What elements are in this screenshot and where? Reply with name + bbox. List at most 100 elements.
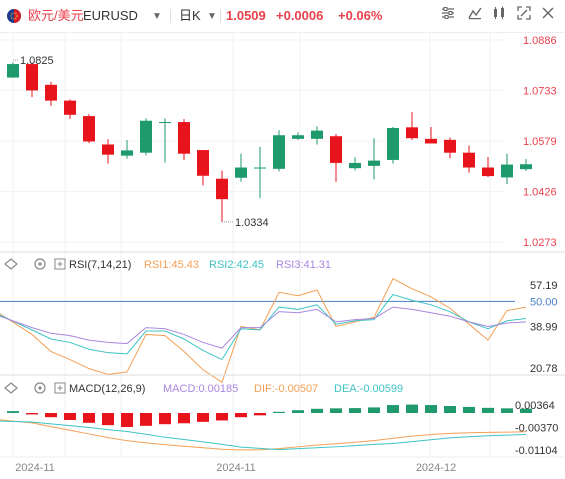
toolbar-divider [220,9,221,23]
rsi-tick-label: 20.78 [530,363,558,375]
symbol-code[interactable]: EURUSD [83,8,138,23]
low-price-label: 1.0334 [235,217,269,229]
chevron-down-icon[interactable]: ▼ [207,11,217,22]
expand-icon[interactable] [54,382,66,394]
candle-body [520,164,532,170]
dif-legend: DIF:-0.00507 [254,383,318,395]
gear-icon-center [38,262,42,266]
price-y-axis: 1.0886 1.0733 1.0579 1.0426 1.0273 [523,35,557,249]
candle-body [425,138,437,144]
candle-body [387,127,399,160]
candle-body [178,122,190,154]
candle-body [368,160,380,166]
eye-icon[interactable] [4,258,18,270]
macd-histogram-bar [102,413,114,426]
close-icon[interactable] [538,6,558,26]
rsi-y-axis: 57.19 50.00 38.99 20.78 [530,280,558,375]
price-tick-label: 1.0426 [523,187,557,199]
candle-body [216,178,228,200]
settings-sliders-icon[interactable] [438,6,458,26]
macd-histogram-bar [406,404,418,413]
macd-histogram-bar [501,408,513,413]
eu-flag-icon [7,9,21,23]
macd-series-line-dea [0,420,527,451]
rsi-lines [0,277,527,384]
macd-histogram-bar [45,413,57,418]
macd-histogram-bar [7,411,19,413]
macd-histogram-bar [349,408,361,413]
candle-body [273,135,285,169]
macd-histogram-bar [216,413,228,421]
candle-body [330,136,342,163]
chevron-down-icon[interactable]: ▼ [152,11,162,22]
candle-body [444,139,456,153]
macd-bars [7,404,532,427]
macd-histogram-bar [64,413,76,420]
candle-body [45,84,57,101]
macd-series-line-dif [0,419,527,451]
candle-body [292,135,304,139]
expand-icon[interactable] [54,258,66,270]
macd-histogram-bar [292,410,304,413]
compare-icon[interactable] [489,6,509,26]
price-change: +0.0006 [276,8,324,23]
candle-body [121,150,133,156]
macd-histogram-bar [26,413,38,415]
rsi2-legend: RSI2:42.45 [209,259,264,271]
x-tick-label: 2024-11 [216,462,256,474]
last-price: 1.0509 [226,8,266,23]
macd-tick-label: 0.00364 [515,400,555,412]
rsi3-legend: RSI3:41.31 [276,259,331,271]
candle-body [501,164,513,178]
macd-histogram-bar [387,405,399,413]
macd-histogram-bar [482,407,494,413]
candles-group [7,62,532,222]
rsi-header: RSI(7,14,21) RSI1:45.43 RSI2:42.45 RSI3:… [4,258,331,271]
candle-body [102,144,114,155]
macd-tick-label: -0.00370 [515,423,558,435]
candle-body [349,162,361,169]
rsi-series-line-rsi2 [0,293,527,361]
price-tick-label: 1.0886 [523,35,557,47]
macd-histogram-bar [425,405,437,413]
indicator-icon[interactable] [465,6,485,26]
symbol-name[interactable]: 欧元/美元 [28,8,84,23]
macd-histogram-bar [311,408,323,413]
candle-body [482,167,494,177]
candle-body [235,167,247,178]
rsi-series-line-rsi1 [0,277,527,384]
candle-body [159,122,171,124]
macd-histogram-bar [121,413,133,427]
rsi-series-line-rsi3 [0,306,527,349]
gear-icon[interactable] [34,382,46,394]
macd-histogram-bar [197,413,209,422]
candle-body [254,167,266,169]
gear-icon-center [38,386,42,390]
macd-tick-label: -0.01104 [515,445,558,457]
price-tick-label: 1.0733 [523,85,557,97]
fullscreen-icon[interactable] [514,6,534,26]
rsi-label: RSI(7,14,21) [69,259,131,271]
candle-body [406,127,418,139]
toolbar: 欧元/美元 EURUSD ▼ 日K ▼ 1.0509 +0.0006 +0.06… [0,0,565,33]
eye-icon[interactable] [4,382,18,394]
gear-icon[interactable] [34,258,46,270]
macd-histogram-bar [463,406,475,413]
x-tick-label: 2024-11 [15,462,55,474]
candle-body [311,130,323,139]
macd-histogram-bar [254,413,266,416]
macd-histogram-bar [178,413,190,424]
macd-histogram-bar [444,406,456,413]
macd-histogram-bar [330,408,342,413]
candle-body [64,100,76,115]
macd-lines [0,419,527,451]
macd-histogram-bar [368,407,380,413]
price-change-percent: +0.06% [338,8,383,23]
rsi-tick-label: 50.00 [530,296,558,308]
macd-header: MACD(12,26,9) MACD:0.00185 DIF:-0.00507 … [4,382,403,395]
macd-histogram-bar [83,413,95,423]
toolbar-divider [170,9,171,23]
price-tick-label: 1.0579 [523,136,557,148]
period-selector[interactable]: 日K [179,8,201,23]
